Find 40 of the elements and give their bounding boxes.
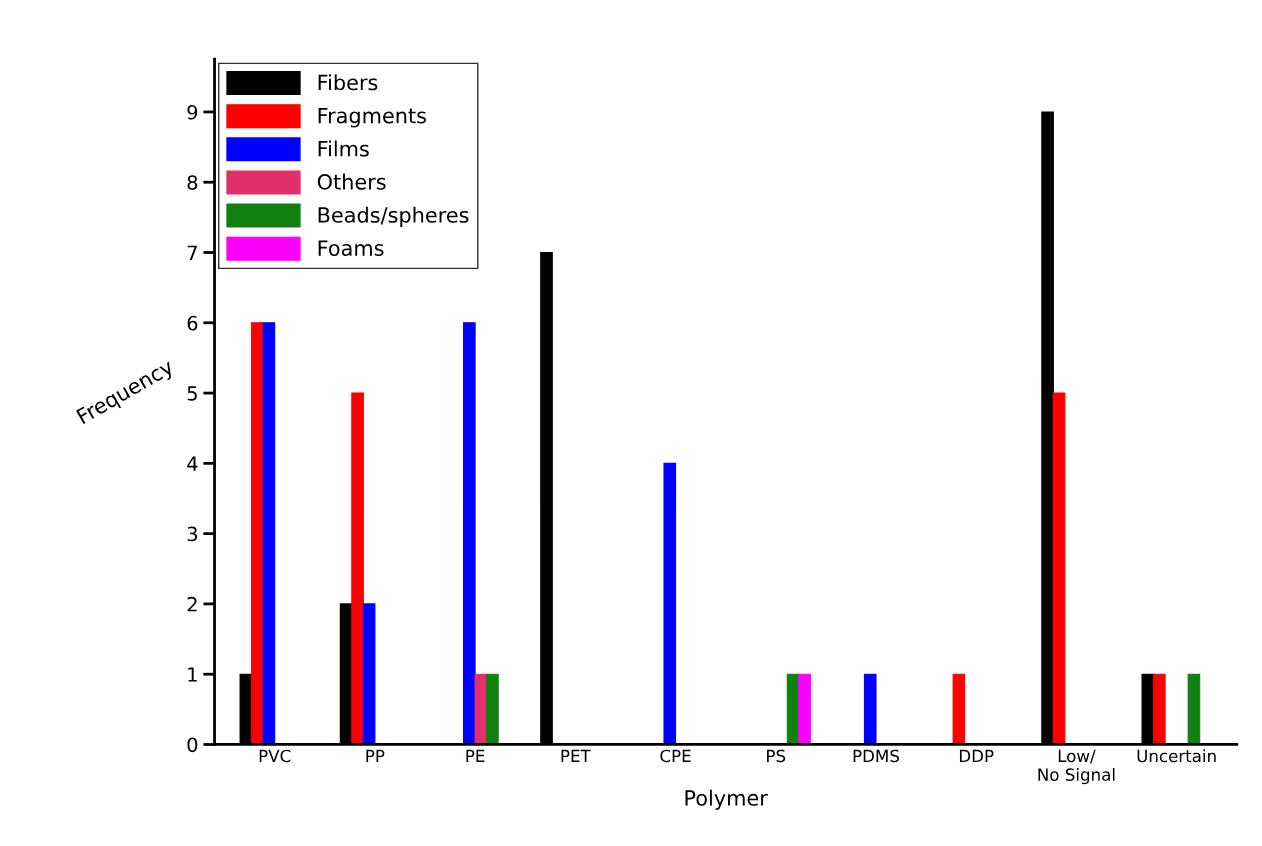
bar [798, 673, 811, 745]
legend-label: Foams [318, 240, 384, 256]
x-tick-label: PET [561, 749, 591, 763]
bar [463, 322, 476, 745]
x-tick-label: PP [366, 749, 385, 763]
bar [262, 322, 276, 745]
bar [663, 462, 677, 745]
y-tick-label: 0 [187, 737, 198, 753]
y-tick-label: 2 [187, 596, 197, 612]
legend-label: Fibers [318, 74, 378, 91]
bar [1052, 392, 1066, 745]
x-tick-label: PE [466, 749, 485, 763]
x-tick-label: CPE [660, 749, 691, 763]
x-tick-label: PS [767, 749, 786, 763]
y-tick-label: 1 [188, 667, 197, 682]
y-tick-label: 9 [187, 104, 198, 120]
bar [362, 603, 376, 745]
bar [952, 673, 966, 745]
x-tick-label: PVC [259, 749, 291, 763]
y-tick-label: 3 [187, 526, 198, 542]
legend-label: Others [317, 173, 386, 190]
y-tick-label: 7 [187, 245, 197, 260]
bar [486, 673, 499, 745]
x-tick-label: Low/ No Signal [1038, 749, 1115, 785]
y-tick-label: 8 [187, 175, 198, 190]
x-tick-label: PDMS [853, 749, 899, 763]
x-tick-label: Uncertain [1137, 749, 1216, 763]
bar [863, 673, 877, 745]
x-tick-label: DDP [959, 749, 994, 763]
bar [1153, 673, 1166, 745]
bar [474, 673, 488, 745]
y-tick-label: 6 [187, 315, 198, 331]
legend-label: Beads/spheres [318, 206, 469, 227]
y-tick-label: 5 [187, 386, 197, 401]
bar [351, 392, 364, 745]
legend-label: Fragments [318, 107, 426, 128]
legend-label: Films [318, 140, 369, 157]
bar [1187, 673, 1201, 745]
x-axis-title: Polymer [685, 789, 768, 810]
y-tick-label: 4 [187, 456, 198, 471]
